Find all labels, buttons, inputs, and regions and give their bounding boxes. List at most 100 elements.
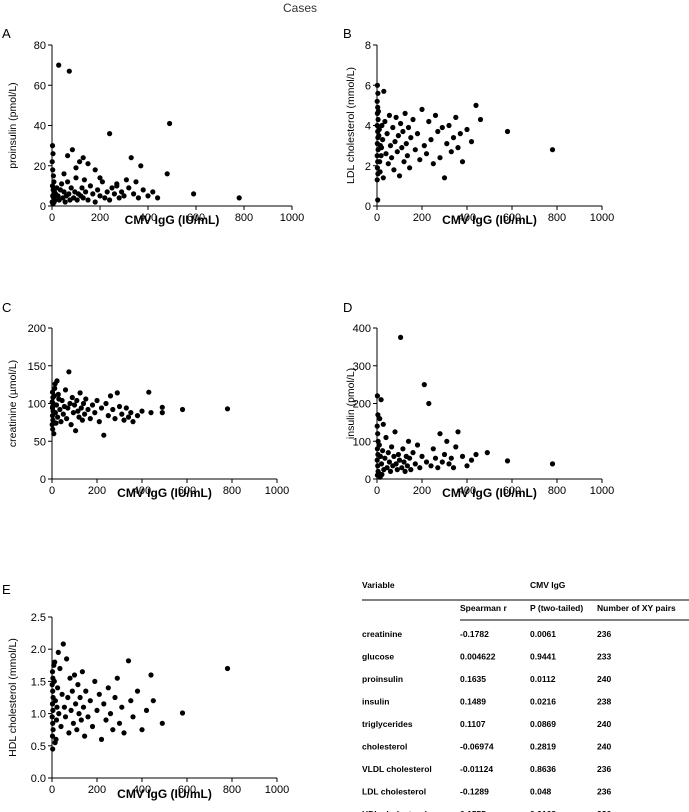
- data-point: [75, 682, 81, 688]
- data-point: [444, 141, 450, 147]
- data-point: [389, 444, 395, 450]
- table-cell-p-value: 0.0869: [530, 719, 556, 729]
- x-tick-label: 1000: [590, 212, 614, 224]
- data-point: [453, 444, 459, 450]
- data-point: [90, 191, 96, 197]
- y-tick-label: 1.5: [31, 676, 46, 688]
- table-cell-variable: insulin: [362, 697, 389, 707]
- data-point: [134, 688, 141, 694]
- x-tick-label: 200: [91, 212, 109, 224]
- table-group-header: CMV IgG: [530, 580, 566, 590]
- data-point: [179, 710, 186, 716]
- data-point: [69, 394, 75, 401]
- data-point: [49, 143, 56, 149]
- data-point: [374, 153, 380, 159]
- data-point: [135, 195, 141, 201]
- data-point: [432, 455, 439, 461]
- x-axis-title: CMV IgG (IU/mL): [117, 486, 212, 500]
- data-point: [375, 197, 381, 203]
- data-point: [385, 161, 391, 167]
- table-cell-variable: HDL cholesterol: [362, 809, 427, 812]
- data-point: [224, 406, 231, 412]
- data-point: [85, 714, 91, 720]
- data-point: [109, 185, 115, 191]
- data-point: [51, 199, 57, 205]
- table-cell-p-value: 0.9441: [530, 652, 556, 662]
- data-point: [66, 191, 72, 197]
- data-point: [392, 429, 398, 435]
- table-row: proinsulin 0.1635 0.0112 240: [362, 674, 611, 684]
- y-tick-label: 4: [365, 121, 371, 133]
- data-point: [97, 175, 103, 181]
- data-point: [102, 195, 108, 201]
- y-tick-label: 2.5: [31, 612, 46, 624]
- data-point: [159, 720, 165, 726]
- data-point: [549, 461, 556, 467]
- data-point: [404, 463, 410, 469]
- table-cell-pairs: 240: [597, 742, 611, 752]
- data-point: [83, 396, 89, 402]
- data-point: [77, 159, 83, 165]
- x-tick-label: 0: [374, 212, 380, 224]
- data-point: [430, 446, 436, 452]
- data-point: [417, 157, 423, 163]
- data-point: [439, 124, 445, 131]
- data-point: [101, 701, 107, 707]
- data-point: [473, 451, 479, 458]
- data-point: [405, 438, 412, 444]
- data-point: [121, 730, 127, 736]
- data-point: [55, 193, 61, 199]
- data-point: [116, 195, 122, 201]
- y-axis-title: HDL cholesterol (mmol/L): [7, 638, 19, 757]
- data-point: [391, 167, 397, 173]
- data-point: [473, 102, 479, 108]
- x-tick-label: 200: [88, 485, 106, 497]
- data-point: [399, 465, 405, 471]
- data-point: [380, 421, 386, 427]
- data-point: [439, 459, 445, 465]
- x-axis-title: CMV IgG (IU/mL): [125, 213, 220, 227]
- x-tick-label: 0: [49, 784, 55, 796]
- data-point: [430, 161, 436, 167]
- data-point: [148, 672, 154, 678]
- data-point: [52, 385, 58, 391]
- table-cell-pairs: 236: [597, 764, 611, 774]
- data-point: [116, 720, 123, 726]
- table-row: LDL cholesterol -0.1289 0.048 236: [362, 787, 611, 797]
- data-point: [131, 191, 137, 197]
- data-point: [375, 108, 381, 114]
- data-point: [374, 423, 380, 429]
- y-tick-label: 0: [40, 201, 46, 213]
- x-tick-label: 800: [223, 784, 241, 796]
- table-cell-pairs: 240: [597, 674, 611, 684]
- data-point: [376, 133, 382, 139]
- data-point: [50, 426, 56, 432]
- table-cell-p-value: 0.0061: [530, 629, 556, 639]
- data-point: [375, 90, 381, 96]
- x-tick-label: 200: [413, 485, 431, 497]
- x-tick-label: 1000: [590, 485, 614, 497]
- data-point: [394, 149, 400, 155]
- data-point: [140, 187, 146, 193]
- data-point: [50, 746, 56, 752]
- x-axis-title: CMV IgG (IU/mL): [442, 213, 537, 227]
- y-axis-title: insulin (pmol/L): [345, 368, 357, 439]
- data-point: [70, 720, 76, 726]
- x-tick-label: 600: [503, 485, 521, 497]
- y-tick-label: 0.0: [31, 773, 46, 785]
- data-point: [404, 153, 410, 159]
- x-tick-label: 600: [503, 212, 521, 224]
- data-point: [395, 133, 401, 139]
- data-point: [51, 662, 57, 668]
- panel-letter: D: [343, 300, 352, 315]
- data-point: [407, 165, 413, 171]
- data-point: [75, 408, 81, 414]
- data-point: [83, 688, 89, 694]
- data-point: [51, 393, 57, 399]
- data-point: [50, 707, 56, 714]
- data-point: [130, 419, 136, 425]
- data-point: [414, 442, 421, 448]
- data-point: [50, 688, 56, 694]
- table-cell-spearman-r: -0.01124: [460, 764, 493, 774]
- data-point: [412, 147, 418, 153]
